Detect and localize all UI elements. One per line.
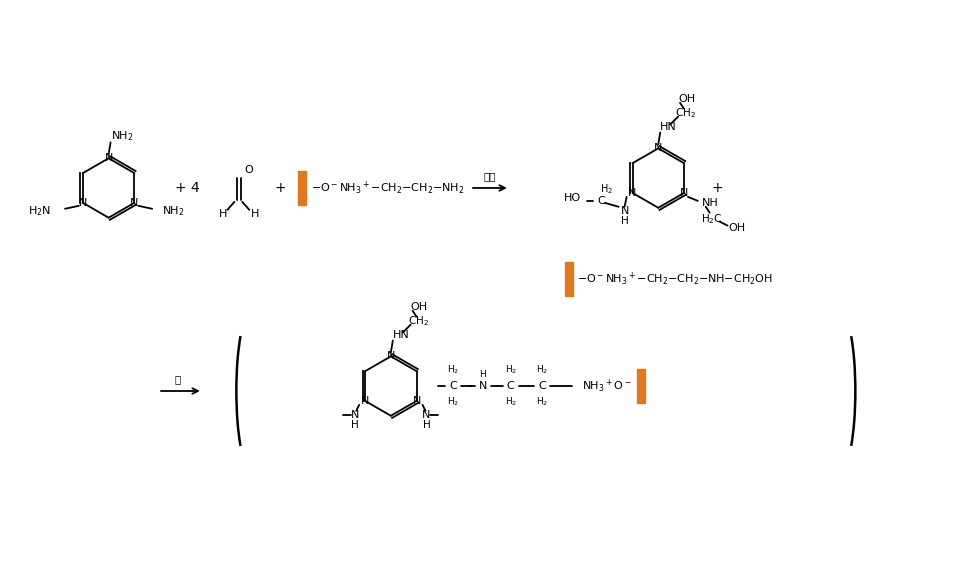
Text: N: N [104,153,113,163]
Text: H: H [251,209,260,219]
Text: H$_2$: H$_2$ [447,364,460,376]
Text: N: N [654,143,662,153]
Text: H$_2$: H$_2$ [447,396,460,408]
Text: HN: HN [393,329,410,339]
Text: H$_2$: H$_2$ [536,396,549,408]
Text: +: + [712,181,723,195]
Text: H: H [621,216,628,226]
Text: H$_2$C: H$_2$C [701,212,722,226]
Text: N: N [479,381,487,391]
Text: C: C [538,381,546,391]
Text: H$_2$: H$_2$ [601,182,613,196]
Text: N: N [361,396,370,406]
Text: + 4: + 4 [175,181,200,195]
Text: H: H [219,209,228,219]
Text: $-$O$^-$NH$_3$$^+$$-$CH$_2$$-$CH$_2$$-$NH$_2$: $-$O$^-$NH$_3$$^+$$-$CH$_2$$-$CH$_2$$-$N… [310,179,464,197]
Text: N: N [79,198,87,208]
Text: NH$_3$$^+$O$^-$: NH$_3$$^+$O$^-$ [582,377,631,395]
Text: OH: OH [728,223,745,233]
Text: NH$_2$: NH$_2$ [110,130,133,143]
Text: C: C [449,381,457,391]
Text: N: N [628,188,637,198]
Text: HN: HN [660,122,677,132]
Bar [565,263,573,296]
Text: O: O [245,165,254,175]
Text: H$_2$: H$_2$ [505,396,516,408]
Text: N: N [422,410,431,420]
Text: H$_2$: H$_2$ [505,364,516,376]
Text: CH$_2$: CH$_2$ [675,106,696,119]
Text: N: N [387,351,395,361]
Text: C: C [597,196,604,206]
Text: CH$_2$: CH$_2$ [408,314,429,328]
Text: OH: OH [678,94,696,104]
Text: NH$_2$: NH$_2$ [162,204,185,218]
Text: N: N [351,410,359,420]
Text: HO: HO [564,193,582,203]
Text: NH: NH [702,198,718,208]
Text: N: N [680,188,688,198]
Text: N: N [412,396,421,406]
Text: N: N [621,206,628,216]
Bar [637,369,646,403]
Bar [298,171,306,205]
Text: OH: OH [411,302,428,312]
Text: H$_2$: H$_2$ [536,364,549,376]
Text: N: N [130,198,139,208]
Text: 산: 산 [174,374,181,384]
Text: H: H [422,419,430,430]
Text: H$_2$N: H$_2$N [28,204,51,218]
Text: +: + [274,181,285,195]
Text: 열기: 열기 [484,171,496,181]
Text: H: H [480,370,487,379]
Text: H: H [352,419,359,430]
Text: $-$O$^-$NH$_3$$^+$$-$CH$_2$$-$CH$_2$$-$NH$-$CH$_2$OH: $-$O$^-$NH$_3$$^+$$-$CH$_2$$-$CH$_2$$-$N… [577,271,773,288]
Text: C: C [507,381,514,391]
